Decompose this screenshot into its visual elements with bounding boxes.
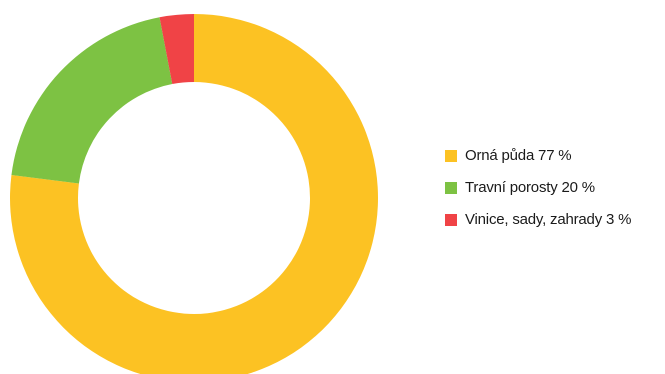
legend-label-vinice-sady-zahrady: Vinice, sady, zahrady 3 %	[465, 211, 632, 228]
legend-label-travni-porosty: Travní porosty 20 %	[465, 179, 595, 196]
legend-item-travni-porosty: Travní porosty 20 %	[445, 178, 660, 198]
slice-vinice-sady-zahrady	[159, 14, 194, 85]
donut-slices	[10, 14, 378, 374]
slice-travni-porosty	[11, 17, 173, 184]
legend-swatch-travni-porosty	[445, 182, 457, 194]
legend-item-orna-puda: Orná půda 77 %	[445, 146, 660, 166]
slice-orna-puda	[10, 14, 378, 374]
legend-label-orna-puda: Orná půda 77 %	[465, 147, 572, 164]
legend-item-vinice-sady-zahrady: Vinice, sady, zahrady 3 %	[445, 210, 660, 230]
legend-swatch-vinice-sady-zahrady	[445, 214, 457, 226]
legend-swatch-orna-puda	[445, 150, 457, 162]
chart-legend: Orná půda 77 % Travní porosty 20 % Vinic…	[445, 146, 660, 242]
